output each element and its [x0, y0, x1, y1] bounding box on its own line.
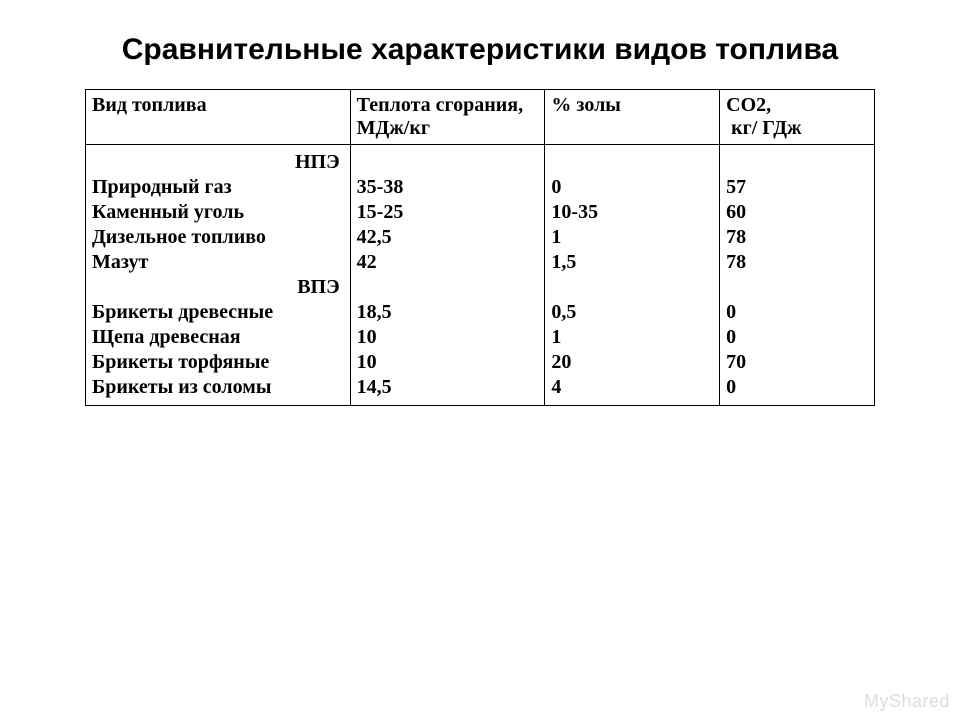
cell-empty — [545, 275, 720, 300]
cell-co2: 57 — [720, 175, 875, 200]
cell-co2: 0 — [720, 325, 875, 350]
fuel-comparison-table: Вид топлива Теплота сгорания, МДж/кг % з… — [85, 89, 875, 406]
cell-fuel: Брикеты древесные — [86, 300, 351, 325]
cell-fuel: Щепа древесная — [86, 325, 351, 350]
table-row: Дизельное топливо 42,5 1 78 — [86, 225, 875, 250]
table-row: Брикеты торфяные 10 20 70 — [86, 350, 875, 375]
cell-heat: 14,5 — [350, 375, 545, 406]
col-header-ash: % золы — [545, 90, 720, 145]
cell-fuel: Каменный уголь — [86, 200, 351, 225]
cell-fuel: Брикеты торфяные — [86, 350, 351, 375]
cell-fuel: Мазут — [86, 250, 351, 275]
cell-co2: 60 — [720, 200, 875, 225]
cell-empty — [720, 145, 875, 176]
cell-empty — [545, 145, 720, 176]
table-row: Каменный уголь 15-25 10-35 60 — [86, 200, 875, 225]
section-label-npe: НПЭ — [86, 145, 351, 176]
cell-heat: 42,5 — [350, 225, 545, 250]
cell-heat: 18,5 — [350, 300, 545, 325]
cell-heat: 42 — [350, 250, 545, 275]
cell-empty — [350, 145, 545, 176]
section-row: НПЭ — [86, 145, 875, 176]
section-row: ВПЭ — [86, 275, 875, 300]
cell-ash: 20 — [545, 350, 720, 375]
cell-co2: 0 — [720, 300, 875, 325]
cell-co2: 0 — [720, 375, 875, 406]
cell-fuel: Природный газ — [86, 175, 351, 200]
cell-heat: 35-38 — [350, 175, 545, 200]
cell-heat: 15-25 — [350, 200, 545, 225]
cell-empty — [350, 275, 545, 300]
cell-empty — [720, 275, 875, 300]
section-label-vpe: ВПЭ — [86, 275, 351, 300]
page-title: Сравнительные характеристики видов топли… — [50, 30, 910, 69]
table-row: Природный газ 35-38 0 57 — [86, 175, 875, 200]
cell-ash: 4 — [545, 375, 720, 406]
col-header-heat: Теплота сгорания, МДж/кг — [350, 90, 545, 145]
cell-heat: 10 — [350, 350, 545, 375]
table-row: Брикеты древесные 18,5 0,5 0 — [86, 300, 875, 325]
col-header-fuel: Вид топлива — [86, 90, 351, 145]
table-row: Щепа древесная 10 1 0 — [86, 325, 875, 350]
cell-ash: 1 — [545, 325, 720, 350]
cell-fuel: Брикеты из соломы — [86, 375, 351, 406]
table-header-row: Вид топлива Теплота сгорания, МДж/кг % з… — [86, 90, 875, 145]
cell-heat: 10 — [350, 325, 545, 350]
cell-ash: 1 — [545, 225, 720, 250]
cell-ash: 0,5 — [545, 300, 720, 325]
table-row: Брикеты из соломы 14,5 4 0 — [86, 375, 875, 406]
cell-ash: 1,5 — [545, 250, 720, 275]
table-row: Мазут 42 1,5 78 — [86, 250, 875, 275]
col-header-co2: CO2, кг/ ГДж — [720, 90, 875, 145]
cell-co2: 78 — [720, 225, 875, 250]
cell-co2: 78 — [720, 250, 875, 275]
watermark-text: MyShared — [864, 691, 950, 712]
cell-co2: 70 — [720, 350, 875, 375]
cell-ash: 0 — [545, 175, 720, 200]
cell-fuel: Дизельное топливо — [86, 225, 351, 250]
cell-ash: 10-35 — [545, 200, 720, 225]
